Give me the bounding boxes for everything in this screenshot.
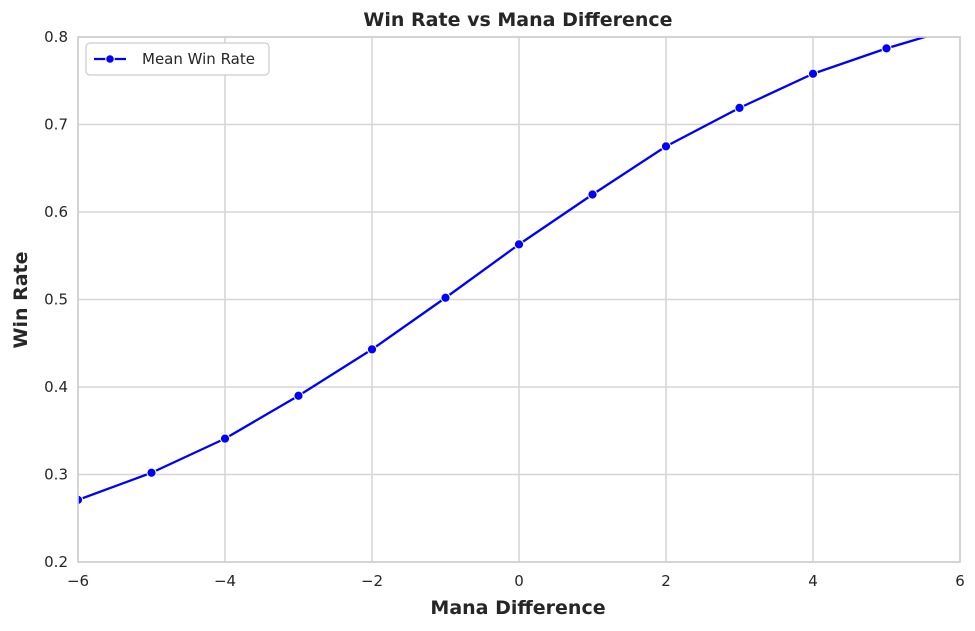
x-tick-label: −6 bbox=[67, 572, 89, 590]
y-tick-label: 0.2 bbox=[44, 553, 68, 571]
legend: Mean Win Rate bbox=[85, 42, 270, 76]
data-point bbox=[219, 433, 231, 444]
x-tick-label: 4 bbox=[808, 572, 818, 590]
y-tick-label: 0.5 bbox=[44, 291, 68, 309]
y-tick-label: 0.4 bbox=[44, 378, 68, 396]
x-tick-label: −4 bbox=[214, 572, 236, 590]
grid bbox=[77, 36, 961, 563]
data-point bbox=[513, 239, 525, 250]
data-point bbox=[734, 102, 745, 113]
data-point bbox=[660, 141, 672, 152]
y-tick-label: 0.6 bbox=[44, 203, 68, 221]
y-axis-label: Win Rate bbox=[10, 251, 32, 348]
y-tick-label: 0.7 bbox=[44, 116, 68, 134]
legend-box bbox=[85, 42, 270, 76]
data-point bbox=[366, 344, 378, 355]
legend-label: Mean Win Rate bbox=[142, 50, 255, 68]
plot-frame bbox=[77, 36, 961, 563]
x-tick-label: −2 bbox=[361, 572, 383, 590]
data-point bbox=[587, 189, 598, 200]
data-point bbox=[293, 390, 304, 401]
y-tick-label: 0.8 bbox=[44, 28, 68, 46]
y-tick-label: 0.3 bbox=[44, 466, 68, 484]
data-point bbox=[146, 467, 157, 478]
x-axis-label: Mana Difference bbox=[430, 597, 605, 619]
series-layer bbox=[78, 22, 964, 505]
chart-title: Win Rate vs Mana Difference bbox=[363, 9, 672, 31]
x-tick-label: 0 bbox=[514, 572, 524, 590]
tick-labels: −6 −4 −2 0 2 4 6 0.2 0.3 0.4 0.5 0.6 0.7 0.8 bbox=[44, 28, 965, 590]
x-tick-label: 2 bbox=[661, 572, 671, 590]
data-point bbox=[807, 68, 819, 79]
x-tick-label: 6 bbox=[955, 572, 965, 590]
data-point bbox=[440, 292, 451, 303]
legend-marker-swatch bbox=[105, 54, 115, 64]
data-point bbox=[955, 22, 964, 31]
data-point bbox=[881, 43, 892, 54]
